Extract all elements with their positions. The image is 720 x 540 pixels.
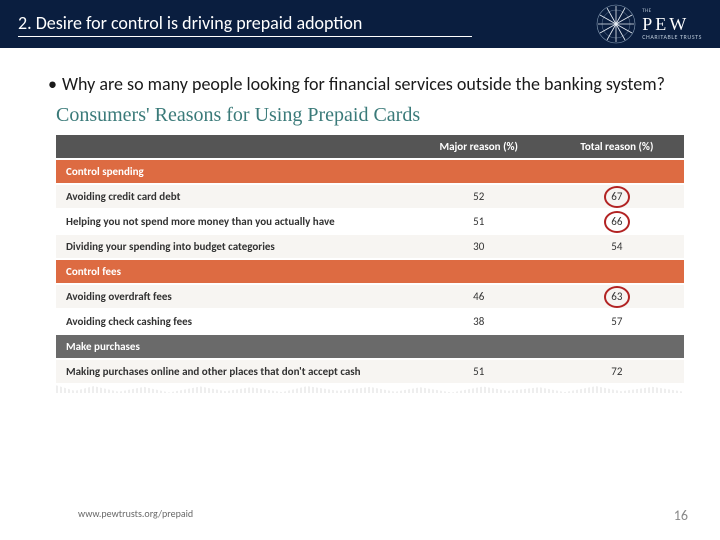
table-row: Dividing your spending into budget categ… xyxy=(56,234,684,259)
total-value: 54 xyxy=(550,234,684,259)
total-value: 67 xyxy=(550,184,684,209)
torn-edge xyxy=(56,385,684,393)
major-value: 51 xyxy=(408,209,550,234)
bullet-text: Why are so many people looking for finan… xyxy=(62,72,684,96)
pew-wordmark: PEW xyxy=(642,15,702,33)
table-section-row: Control spending xyxy=(56,159,684,184)
major-value: 30 xyxy=(408,234,550,259)
section-label: Control spending xyxy=(56,159,684,184)
row-label: Avoiding credit card debt xyxy=(56,184,408,209)
col-header-blank xyxy=(56,135,408,159)
table-row: Avoiding overdraft fees4663 xyxy=(56,284,684,309)
major-value: 38 xyxy=(408,309,550,334)
pew-logo: THE PEW CHARITABLE TRUSTS xyxy=(596,4,702,44)
major-value: 51 xyxy=(408,359,550,384)
header-bar: 2. Desire for control is driving prepaid… xyxy=(0,0,720,48)
table-section-row: Make purchases xyxy=(56,334,684,359)
pew-sunburst-icon xyxy=(596,4,636,44)
pew-subtitle: CHARITABLE TRUSTS xyxy=(642,34,702,40)
bullet-block: • Why are so many people looking for fin… xyxy=(48,72,684,96)
highlight-circle xyxy=(604,286,630,308)
row-label: Dividing your spending into budget categ… xyxy=(56,234,408,259)
table-row: Making purchases online and other places… xyxy=(56,359,684,384)
table-section-row: Control fees xyxy=(56,259,684,284)
bullet-marker: • xyxy=(48,72,62,96)
row-label: Avoiding check cashing fees xyxy=(56,309,408,334)
row-label: Avoiding overdraft fees xyxy=(56,284,408,309)
page-number: 16 xyxy=(674,507,688,524)
total-value: 63 xyxy=(550,284,684,309)
table-row: Avoiding check cashing fees3857 xyxy=(56,309,684,334)
table-header-row: Major reason (%) Total reason (%) xyxy=(56,135,684,159)
slide-title: 2. Desire for control is driving prepaid… xyxy=(18,12,472,37)
table-title: Consumers' Reasons for Using Prepaid Car… xyxy=(56,104,684,127)
section-label: Control fees xyxy=(56,259,684,284)
reasons-table: Major reason (%) Total reason (%) Contro… xyxy=(56,135,684,385)
table-row: Helping you not spend more money than yo… xyxy=(56,209,684,234)
highlight-circle xyxy=(604,211,630,233)
row-label: Making purchases online and other places… xyxy=(56,359,408,384)
total-value: 57 xyxy=(550,309,684,334)
major-value: 52 xyxy=(408,184,550,209)
total-value: 72 xyxy=(550,359,684,384)
row-label: Helping you not spend more money than yo… xyxy=(56,209,408,234)
footer-url: www.pewtrusts.org/prepaid xyxy=(78,507,193,524)
major-value: 46 xyxy=(408,284,550,309)
section-label: Make purchases xyxy=(56,334,684,359)
col-header-total: Total reason (%) xyxy=(550,135,684,159)
total-value: 66 xyxy=(550,209,684,234)
table-row: Avoiding credit card debt5267 xyxy=(56,184,684,209)
footer: www.pewtrusts.org/prepaid 16 xyxy=(0,507,720,524)
highlight-circle xyxy=(604,186,630,208)
pew-the: THE xyxy=(642,9,702,14)
col-header-major: Major reason (%) xyxy=(408,135,550,159)
table-wrap: Consumers' Reasons for Using Prepaid Car… xyxy=(56,104,684,393)
